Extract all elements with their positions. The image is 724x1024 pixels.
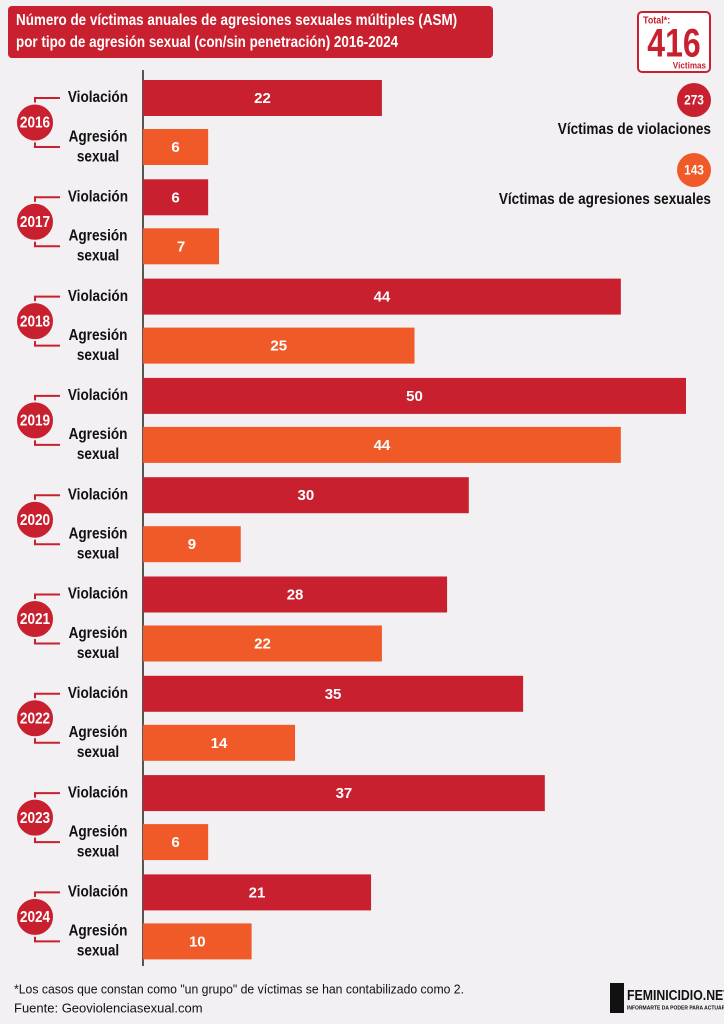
year-circle <box>15 896 55 937</box>
year-label: 2023 <box>20 810 50 827</box>
bar <box>143 675 524 712</box>
chart-title: Número de víctimas anuales de agresiones… <box>16 12 457 29</box>
category-label: Agresión sexual <box>69 327 128 364</box>
value-label: 6 <box>171 139 179 156</box>
value-label: 22 <box>254 635 271 652</box>
category-label: Agresión sexual <box>69 128 128 165</box>
year-label: 2018 <box>20 313 50 330</box>
value-label: 10 <box>189 933 206 950</box>
summary-label: Víctimas de agresiones sexuales <box>499 191 711 208</box>
year-circle <box>15 499 55 540</box>
value-label: 50 <box>406 388 423 405</box>
category-label: Violación <box>68 189 128 206</box>
value-label: 35 <box>325 686 342 703</box>
bar <box>143 179 209 216</box>
bar <box>143 278 621 315</box>
bar <box>143 377 686 414</box>
year-circle <box>15 797 55 838</box>
category-label: Agresión sexual <box>69 426 128 463</box>
footnote: *Los casos que constan como "un grupo" d… <box>14 981 464 996</box>
total-box <box>637 11 711 73</box>
value-label: 6 <box>171 189 179 206</box>
value-label: 6 <box>171 834 179 851</box>
total-unit: Víctimas <box>673 60 706 71</box>
bar <box>143 327 415 364</box>
bar <box>143 477 469 514</box>
total-label: Total*: <box>643 15 670 27</box>
category-label: Violación <box>68 884 128 901</box>
source: Fuente: Geoviolenciasexual.com <box>14 1000 203 1015</box>
logo-name: FEMINICIDIO.NET <box>627 987 724 1003</box>
value-label: 22 <box>254 90 271 107</box>
category-label: Agresión sexual <box>69 724 128 761</box>
value-label: 44 <box>374 289 391 306</box>
category-label: Violación <box>68 288 128 305</box>
bar <box>143 80 382 116</box>
bar <box>143 923 252 960</box>
bar <box>143 724 296 761</box>
value-label: 37 <box>336 785 353 802</box>
title-box <box>8 6 493 58</box>
value-label: 14 <box>211 735 228 752</box>
summary-value: 273 <box>684 92 704 108</box>
year-label: 2021 <box>20 611 50 628</box>
bar <box>143 824 209 861</box>
year-label: 2017 <box>20 214 50 231</box>
category-label: Agresión sexual <box>69 823 128 860</box>
year-circle <box>15 400 55 441</box>
year-circle <box>15 201 55 242</box>
bar <box>143 228 220 265</box>
logo-icon <box>610 983 624 1013</box>
value-label: 25 <box>270 338 287 355</box>
year-label: 2020 <box>20 512 50 529</box>
year-circle <box>15 599 55 639</box>
category-label: Agresión sexual <box>69 625 128 662</box>
bar <box>143 576 448 613</box>
category-label: Agresión sexual <box>69 923 128 960</box>
value-label: 9 <box>188 536 196 553</box>
value-label: 7 <box>177 238 185 255</box>
bar <box>143 129 209 165</box>
category-label: Agresión sexual <box>69 525 128 562</box>
category-label: Agresión sexual <box>69 228 128 265</box>
year-label: 2022 <box>20 711 50 728</box>
category-label: Violación <box>68 387 128 404</box>
value-label: 44 <box>374 437 391 454</box>
bar <box>143 775 545 812</box>
summary-value: 143 <box>684 162 704 178</box>
year-circle <box>15 301 55 342</box>
year-label: 2019 <box>20 413 50 430</box>
year-label: 2016 <box>20 115 50 132</box>
bar <box>143 426 621 463</box>
year-circle <box>15 698 55 739</box>
category-label: Violación <box>68 784 128 801</box>
year-circle <box>15 102 55 143</box>
category-label: Violación <box>68 685 128 702</box>
value-label: 30 <box>298 487 315 504</box>
summary-label: Víctimas de violaciones <box>558 121 711 138</box>
summary-circle <box>677 83 711 117</box>
category-label: Violación <box>68 89 128 106</box>
value-label: 28 <box>287 586 304 603</box>
bar <box>143 526 241 563</box>
category-label: Violación <box>68 586 128 603</box>
year-label: 2024 <box>20 909 51 926</box>
chart-title: por tipo de agresión sexual (con/sin pen… <box>16 34 399 51</box>
value-label: 21 <box>249 884 266 901</box>
bar <box>143 874 372 911</box>
summary-circle <box>677 153 711 187</box>
total-value: 416 <box>647 20 700 65</box>
category-label: Violación <box>68 486 128 503</box>
bar <box>143 625 382 662</box>
logo-tagline: INFORMARTE DA PODER PARA ACTUAR <box>627 1005 724 1011</box>
